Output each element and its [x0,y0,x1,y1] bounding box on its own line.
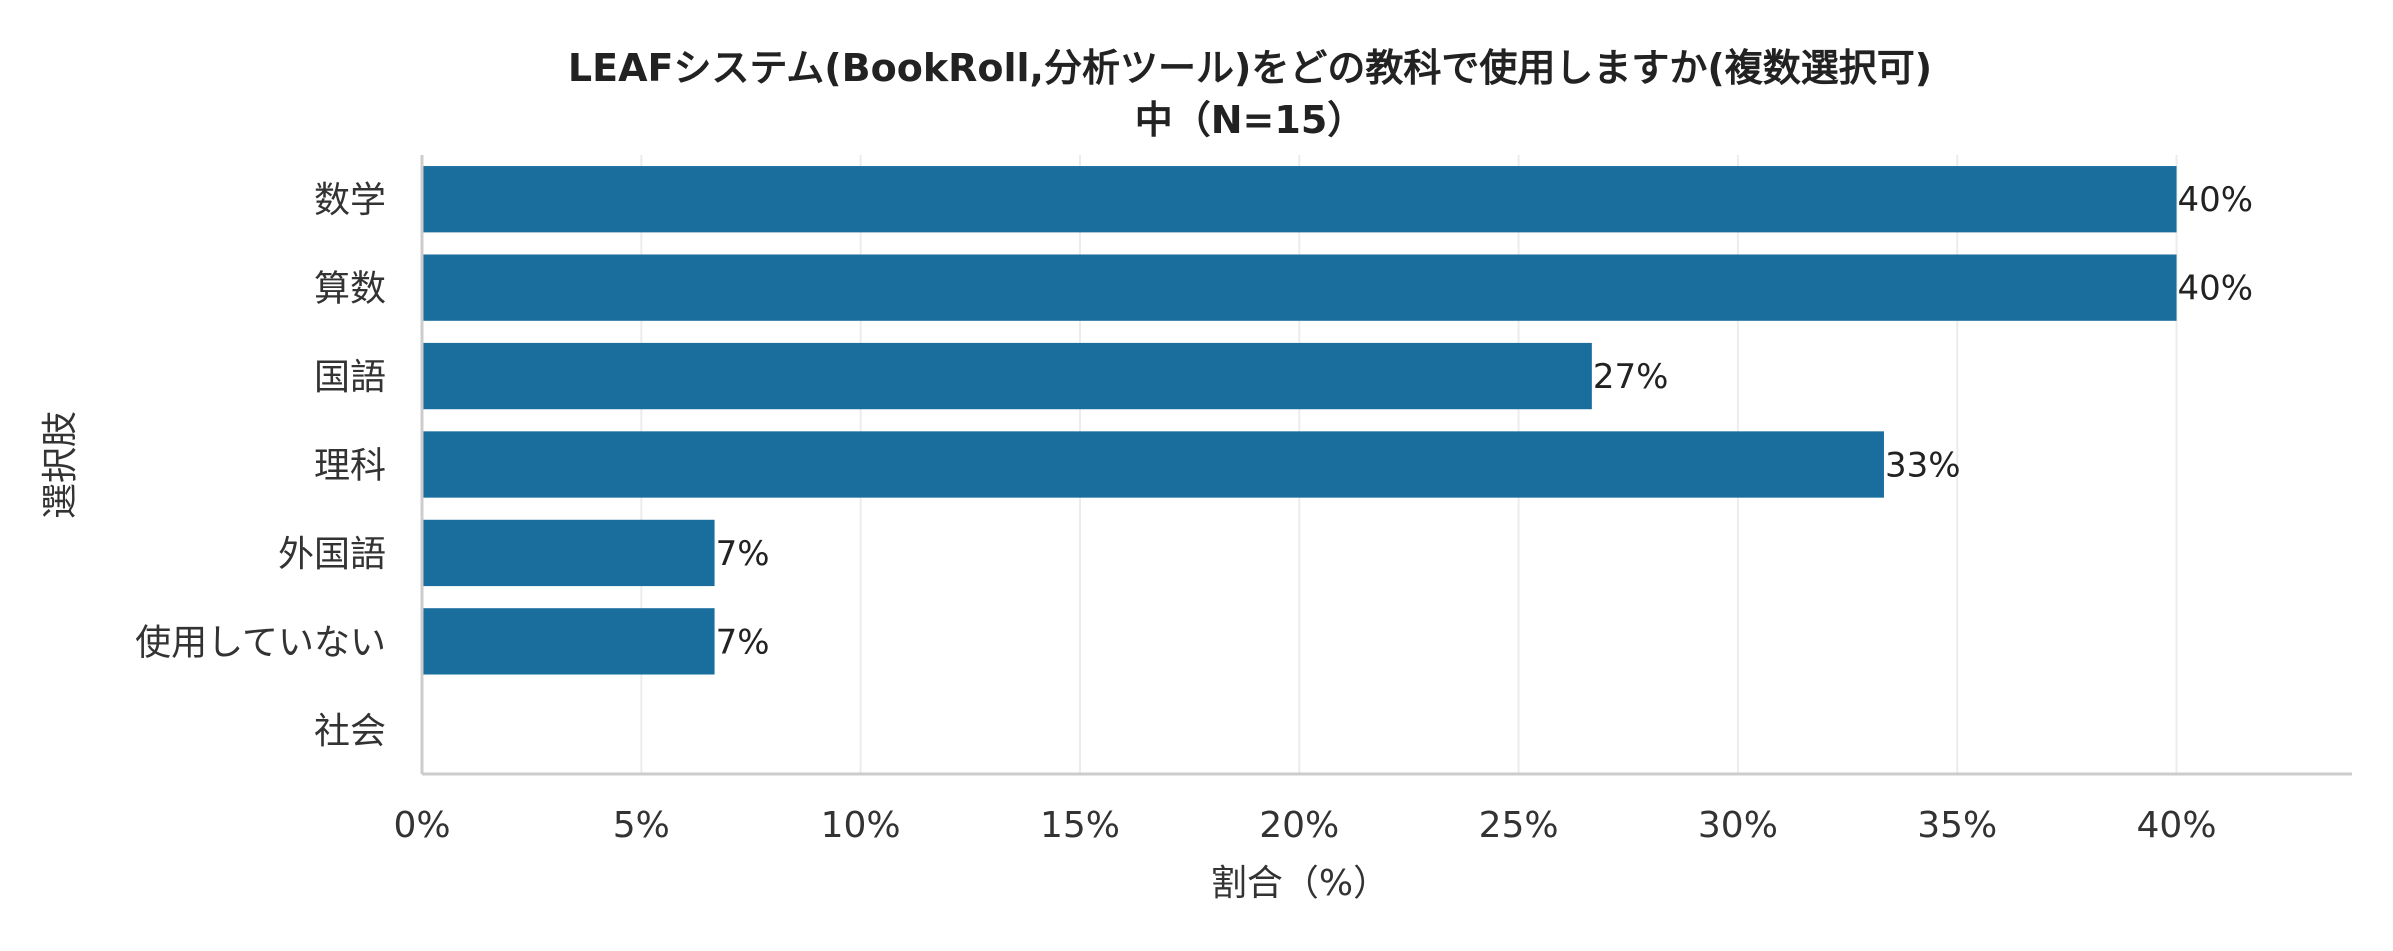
data-label: 40% [2178,180,2254,220]
x-tick-label: 0% [393,805,450,846]
y-tick-label: 外国語 [278,534,386,575]
y-tick-label: 算数 [314,269,386,310]
x-tick-label: 5% [613,805,670,846]
x-tick-label: 10% [821,805,901,846]
x-tick-label: 35% [1917,805,1997,846]
x-tick-label: 20% [1259,805,1339,846]
x-tick-label: 40% [2137,805,2217,846]
chart-title-line-2: 中（N=15） [1135,98,1366,142]
data-label: 7% [716,622,770,662]
y-tick-label: 社会 [314,711,386,752]
bar [422,342,1592,410]
bar [422,519,715,587]
y-tick-label: 理科 [314,446,386,487]
x-axis-label: 割合（%） [1211,863,1389,904]
y-tick-label: 国語 [314,357,386,398]
bar [422,431,1884,498]
bar [422,608,715,675]
bar [422,254,2177,321]
x-tick-label: 30% [1698,805,1778,846]
y-axis-label: 選択肢 [40,411,81,519]
data-label: 27% [1593,357,1669,397]
x-tick-label: 15% [1040,805,1120,846]
y-tick-label: 使用していない [135,622,386,663]
x-tick-labels: 0% 5% 10% 15% 20% 25% 30% 35% 40% [393,805,2216,846]
x-tick-label: 25% [1479,805,1559,846]
data-label: 33% [1885,446,1961,486]
data-label: 40% [2178,269,2254,309]
data-labels: 40% 40% 27% 33% 7% 7% [716,180,2254,662]
y-tick-label: 数学 [314,180,386,221]
chart-title-line-1: LEAFシステム(BookRoll,分析ツール)をどの教科で使用しますか(複数選… [568,46,1932,90]
bar [422,166,2177,233]
data-label: 7% [716,534,770,574]
bars [422,166,2177,675]
